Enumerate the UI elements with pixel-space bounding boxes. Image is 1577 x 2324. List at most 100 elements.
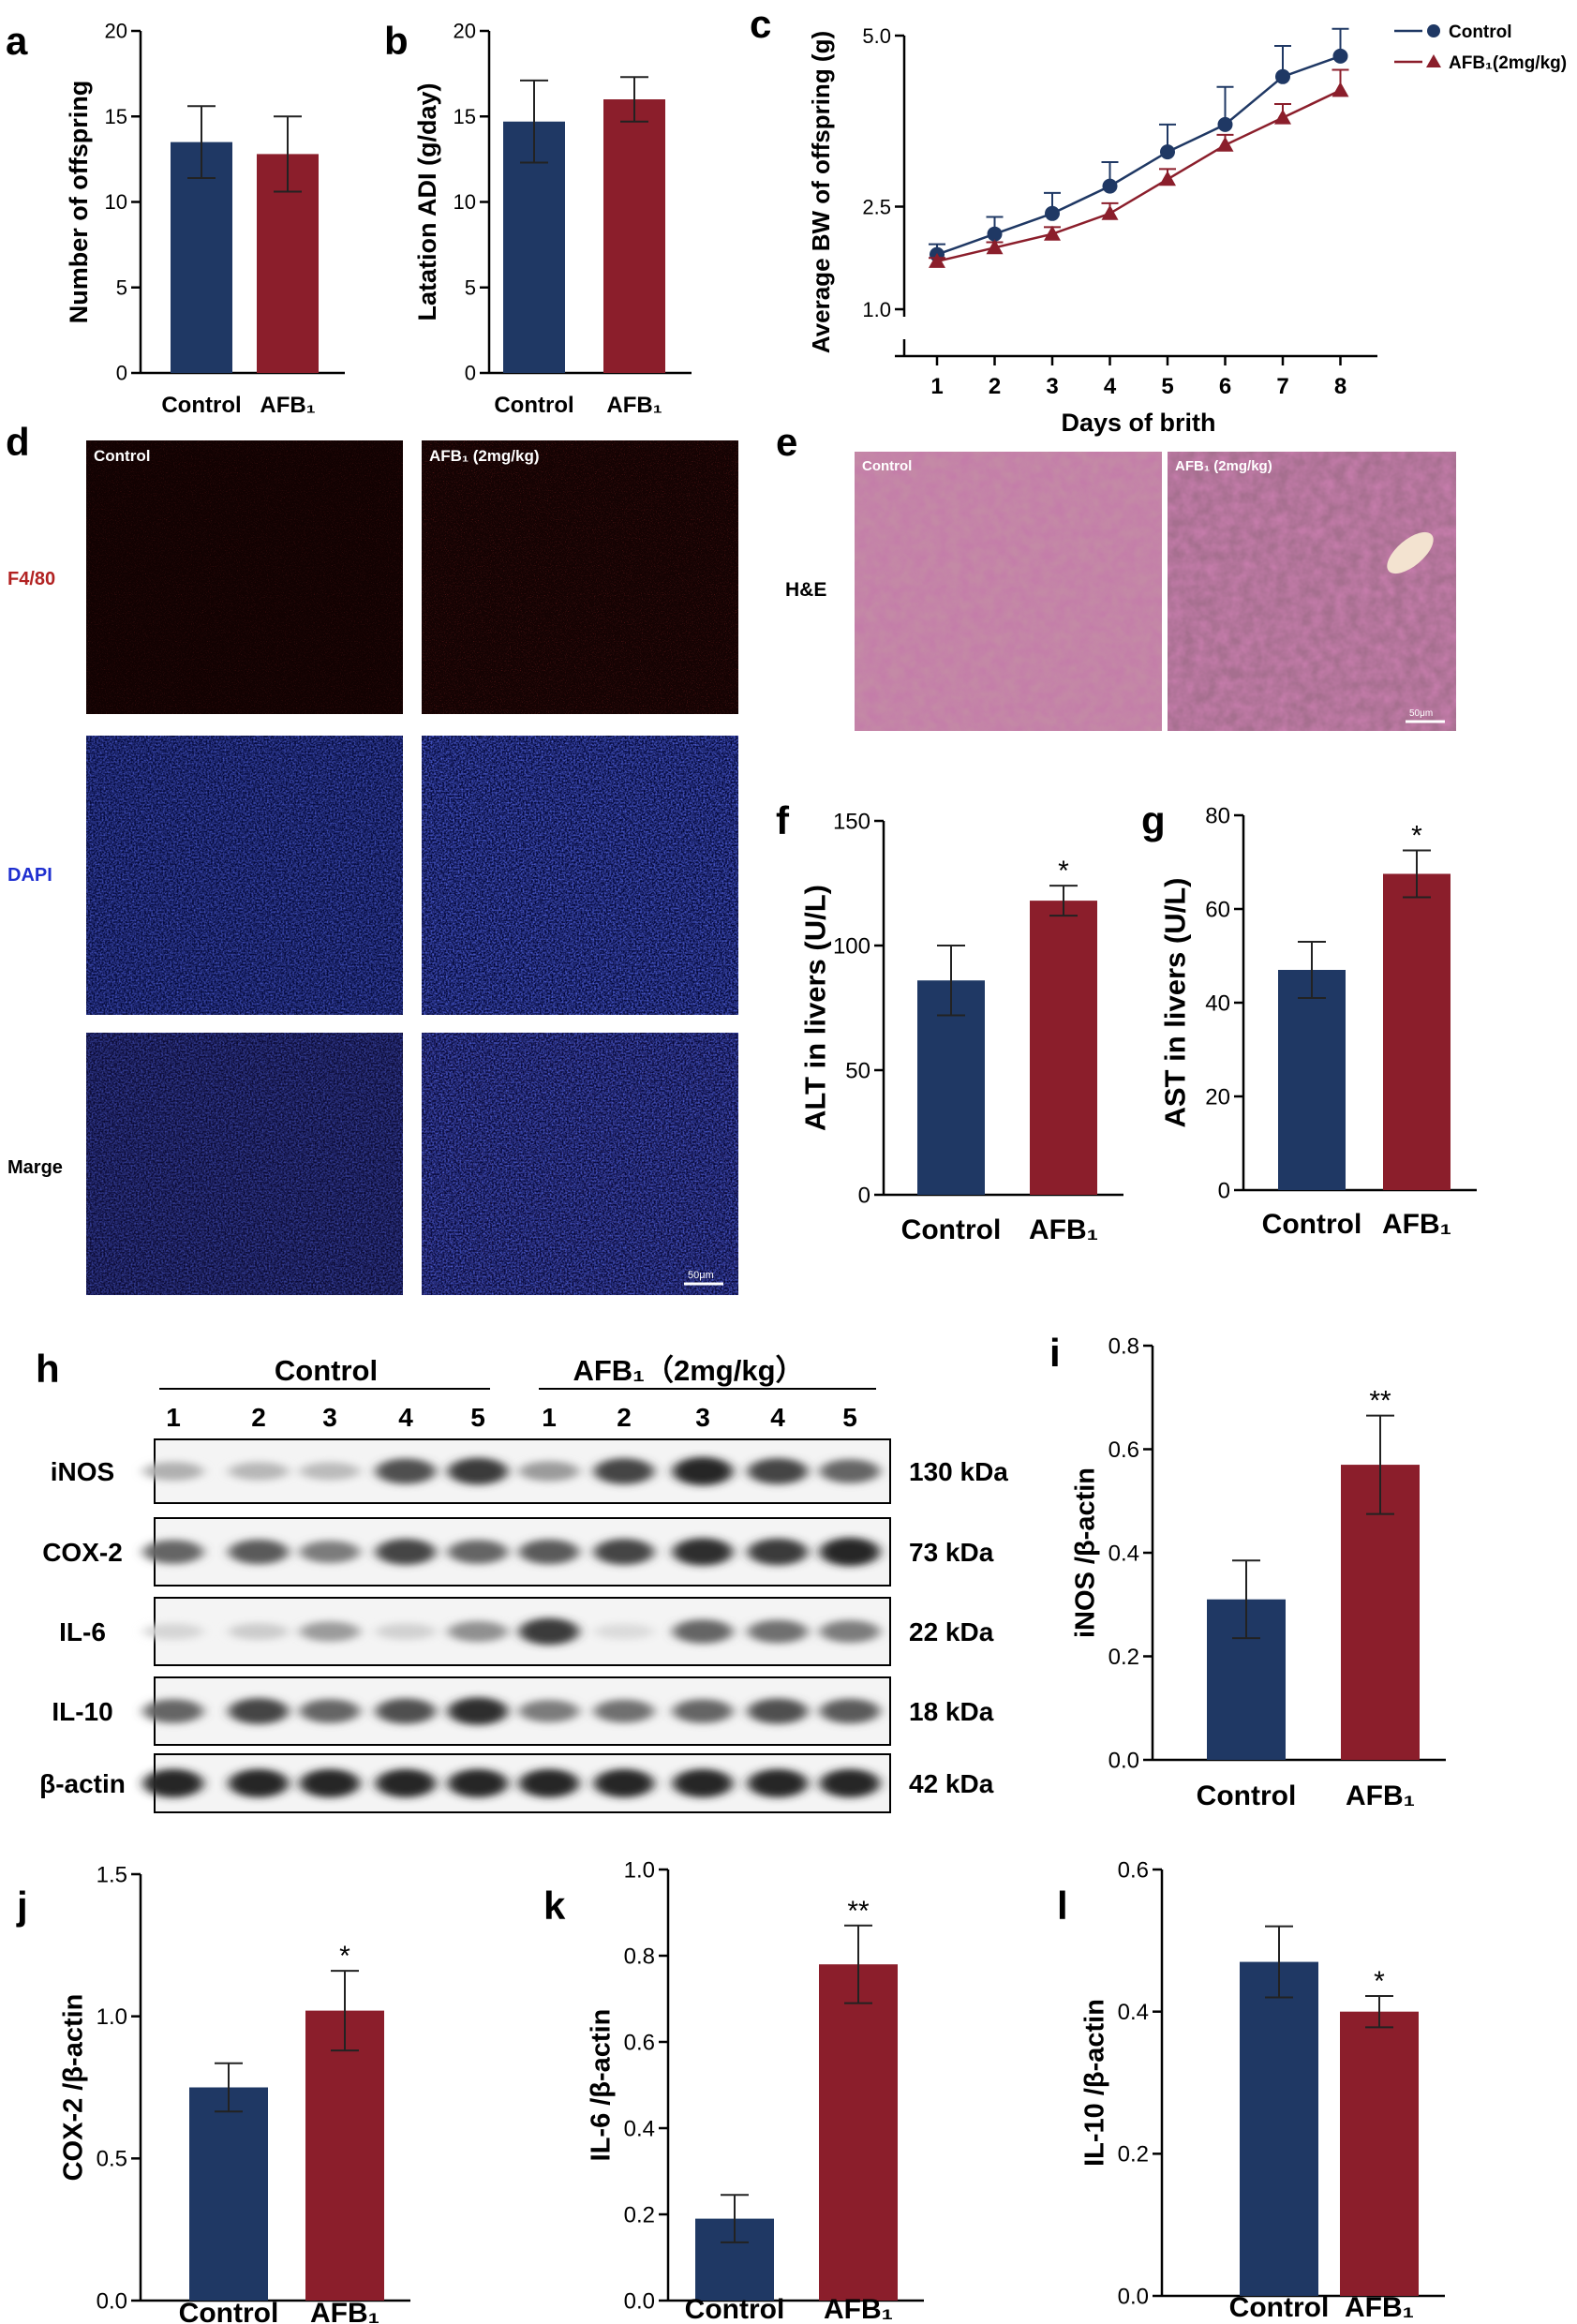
data-point-afb1 — [986, 239, 1004, 255]
y-tick-label: 40 — [1205, 991, 1230, 1016]
y-tick-label: 0 — [1218, 1178, 1230, 1203]
y-tick-label: 60 — [1205, 897, 1230, 922]
bar-control — [1240, 1961, 1318, 2296]
bar-afb1 — [603, 99, 665, 373]
wb-band — [673, 1538, 733, 1566]
panel-letter-h: h — [36, 1347, 60, 1391]
panel-letter-g: g — [1141, 798, 1166, 842]
data-point-control — [987, 226, 1003, 242]
y-tick-label: 5 — [116, 276, 127, 299]
wb-band — [376, 1768, 436, 1798]
x-tick-label: 8 — [1334, 374, 1346, 399]
wb-lane-number: 1 — [166, 1403, 181, 1432]
wb-band — [229, 1462, 289, 1481]
y-tick-label: 0.5 — [97, 2147, 127, 2172]
wb-band — [229, 1768, 289, 1798]
wb-band — [448, 1540, 508, 1564]
wb-protein-label: β-actin — [39, 1769, 126, 1798]
data-point-control — [1102, 178, 1118, 194]
wb-lane-number: 2 — [251, 1403, 266, 1432]
wb-band — [519, 1539, 579, 1565]
panel-letter-e: e — [776, 420, 797, 464]
category-label: Control — [494, 393, 573, 418]
y-axis-label: Average BW of offspring (g) — [807, 31, 835, 353]
y-tick-label: 0.6 — [1118, 1857, 1149, 1883]
if-row-label-f480: F4/80 — [7, 569, 55, 589]
wb-protein-label: iNOS — [51, 1457, 114, 1486]
category-label: Control — [901, 1214, 1002, 1245]
wb-band — [143, 1768, 203, 1798]
bar-control — [171, 142, 232, 373]
series-line-control — [936, 54, 1341, 256]
data-point-control — [1045, 205, 1060, 221]
significance-marker: ** — [847, 1896, 870, 1927]
y-tick-label: 5.0 — [862, 24, 891, 48]
wb-band — [673, 1768, 733, 1798]
he-col-label-afb1: AFB₁ (2mg/kg) — [1175, 458, 1272, 474]
wb-band — [143, 1699, 203, 1723]
wb-kda-label: 18 kDa — [909, 1697, 994, 1726]
legend-label-afb1: AFB₁(2mg/kg) — [1449, 53, 1567, 73]
chart-number-of-offspring: 0 5 10 15 20 Number of offspring Control AFB₁ — [65, 20, 345, 418]
if-scale-bar-label: 50μm — [688, 1270, 714, 1281]
y-tick-label: 0.0 — [624, 2288, 655, 2314]
wb-band — [376, 1623, 436, 1640]
he-row-label: H&E — [785, 579, 826, 601]
y-tick-label: 20 — [1205, 1084, 1230, 1110]
category-label: AFB₁ — [606, 393, 662, 418]
wb-band — [820, 1459, 880, 1483]
wb-band — [519, 1617, 579, 1646]
wb-band — [376, 1539, 436, 1565]
wb-band — [820, 1768, 880, 1798]
wb-band — [300, 1541, 360, 1563]
y-tick-label: 0 — [116, 362, 127, 385]
significance-marker: * — [1374, 1966, 1385, 1997]
y-tick-label: 150 — [833, 809, 870, 834]
wb-band — [594, 1699, 654, 1723]
wb-protein-label: IL-10 — [52, 1697, 112, 1726]
significance-marker: ** — [1369, 1386, 1391, 1417]
wb-band — [748, 1619, 808, 1644]
wb-lane-number: 2 — [617, 1403, 632, 1432]
wb-band — [820, 1698, 880, 1724]
panel-h-western-blot: Control AFB₁（2mg/kg） 1 2 3 4 5 1 2 3 4 5 iNOS 130 kDa… — [39, 1354, 1008, 1813]
wb-kda-label: 73 kDa — [909, 1538, 994, 1567]
wb-lane-number: 3 — [695, 1403, 710, 1432]
wb-band — [376, 1698, 436, 1724]
if-noise-f480-control — [86, 440, 403, 714]
chart-ast-in-livers: 0 20 40 60 80 AST in livers (U/L) Control * AFB₁ — [1159, 803, 1477, 1240]
y-tick-label: 80 — [1205, 803, 1230, 828]
chart-lactation-adi: 0 5 10 15 20 Latation ADI (g/day) Control AFB₁ — [413, 20, 692, 418]
panel-d-immunofluorescence: Control AFB₁ (2mg/kg) F4/80 DAPI Marge 5… — [7, 440, 738, 1295]
category-label: Control — [1262, 1209, 1362, 1240]
if-noise-merge-afb1-red — [422, 1033, 738, 1295]
category-label: Control — [685, 2294, 785, 2324]
if-noise-dapi-control — [86, 736, 403, 1015]
wb-band — [448, 1620, 508, 1643]
wb-band — [820, 1620, 880, 1643]
bar-afb1 — [1340, 2011, 1419, 2296]
panel-letter-b: b — [384, 19, 409, 63]
significance-marker: * — [1058, 856, 1069, 886]
y-tick-label: 1.0 — [97, 2004, 127, 2030]
wb-band — [748, 1698, 808, 1724]
legend-marker-control — [1427, 24, 1440, 37]
y-axis-label: COX-2 /β-actin — [59, 1994, 89, 2182]
x-tick-label: 5 — [1161, 374, 1173, 399]
wb-group-label-control: Control — [275, 1354, 378, 1387]
wb-band — [748, 1768, 808, 1798]
he-noise-control — [855, 452, 1162, 731]
y-tick-label: 0 — [465, 362, 476, 385]
wb-band — [594, 1768, 654, 1798]
if-row-label-dapi: DAPI — [7, 865, 52, 886]
y-tick-label: 1.0 — [624, 1857, 655, 1883]
if-col-label-control: Control — [94, 447, 150, 465]
chart-inos-ratio: 0.0 0.2 0.4 0.6 0.8 iNOS /β-actin Control ** AFB… — [1071, 1333, 1446, 1811]
wb-lane-number: 4 — [770, 1403, 785, 1432]
if-noise-dapi-afb1 — [422, 736, 738, 1015]
x-tick-label: 3 — [1046, 374, 1058, 399]
y-tick-label: 0.4 — [1118, 2000, 1149, 2025]
chart-il10-ratio: 0.0 0.2 0.4 0.6 IL-10 /β-actin Control * AFB₁ — [1080, 1857, 1445, 2323]
y-tick-label: 100 — [833, 933, 870, 959]
